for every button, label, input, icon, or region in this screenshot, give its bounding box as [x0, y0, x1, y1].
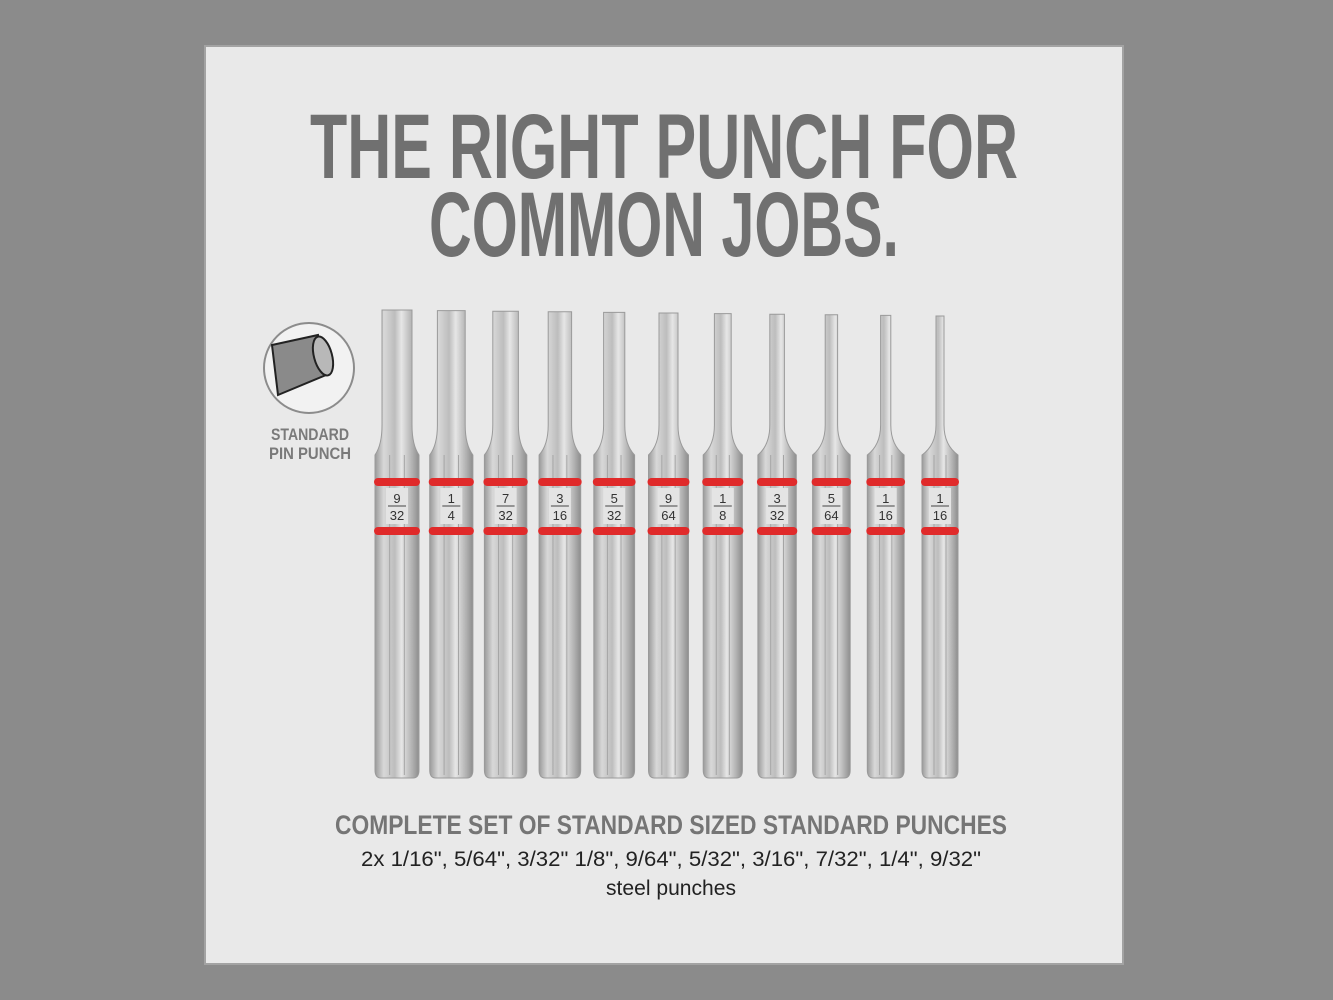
punch-5-64: 564: [811, 314, 852, 779]
headline-line2: COMMON JOBS.: [429, 174, 899, 276]
size-denominator: 32: [498, 508, 512, 523]
red-ring: [647, 527, 690, 535]
size-denominator: 64: [661, 508, 675, 523]
size-numerator: 5: [828, 491, 835, 506]
punch-body: [921, 315, 959, 779]
punch-1-4: 14: [428, 310, 474, 779]
punch-body: [593, 311, 636, 779]
red-ring: [538, 527, 582, 535]
punch-9-32: 932: [374, 309, 420, 779]
red-ring: [483, 478, 528, 486]
red-ring: [866, 478, 906, 486]
headline-line1: THE RIGHT PUNCH FOR: [310, 96, 1018, 198]
size-numerator: 9: [665, 491, 672, 506]
punch-1-16: 116: [866, 314, 906, 779]
size-denominator: 32: [390, 508, 404, 523]
caption-title: COMPLETE SET OF STANDARD SIZED STANDARD …: [335, 810, 1007, 840]
size-numerator: 1: [936, 491, 943, 506]
punch-body: [429, 310, 474, 779]
size-denominator: 4: [448, 508, 455, 523]
size-numerator: 7: [502, 491, 509, 506]
size-denominator: 8: [719, 508, 726, 523]
size-numerator: 1: [719, 491, 726, 506]
punch-body: [648, 312, 689, 779]
inset-label-line2: PIN PUNCH: [269, 444, 351, 463]
red-ring: [374, 478, 420, 486]
punch-body: [374, 309, 420, 779]
caption-material: steel punches: [606, 877, 736, 900]
red-ring: [811, 478, 852, 486]
red-ring: [756, 527, 798, 535]
punch-body: [538, 311, 582, 779]
red-ring: [483, 527, 528, 535]
red-ring: [921, 478, 959, 486]
punch-3-16: 316: [538, 311, 582, 779]
punch-body: [866, 314, 905, 779]
caption-sizes: 2x 1/16", 5/64", 3/32" 1/8", 9/64", 5/32…: [361, 848, 981, 871]
red-ring: [756, 478, 798, 486]
punch-5-32: 532: [592, 311, 636, 779]
punch-7-32: 732: [483, 310, 528, 779]
size-numerator: 1: [882, 491, 889, 506]
punch-3-32: 332: [756, 313, 798, 779]
size-denominator: 16: [933, 508, 947, 523]
size-numerator: 1: [448, 491, 455, 506]
size-denominator: 64: [824, 508, 838, 523]
red-ring: [702, 527, 744, 535]
punch-body: [757, 313, 797, 779]
red-ring: [647, 478, 690, 486]
red-ring: [866, 527, 906, 535]
red-ring: [374, 527, 420, 535]
size-denominator: 16: [878, 508, 892, 523]
punch-body: [812, 314, 851, 779]
punch-body: [702, 313, 743, 779]
size-denominator: 16: [553, 508, 567, 523]
inset-label-line1: STANDARD: [271, 425, 349, 444]
red-ring: [592, 527, 636, 535]
size-denominator: 32: [607, 508, 621, 523]
red-ring: [428, 478, 474, 486]
pin-punch-tip-icon: [263, 322, 355, 414]
punch-body: [483, 310, 528, 779]
size-numerator: 9: [393, 491, 400, 506]
punch-1-8: 18: [702, 313, 744, 779]
red-ring: [702, 478, 744, 486]
punch-9-64: 964: [647, 312, 690, 779]
size-numerator: 3: [773, 491, 780, 506]
punch-1-16: 116: [921, 315, 959, 779]
red-ring: [592, 478, 636, 486]
red-ring: [811, 527, 852, 535]
size-numerator: 5: [611, 491, 618, 506]
size-numerator: 3: [556, 491, 563, 506]
red-ring: [538, 478, 582, 486]
red-ring: [921, 527, 959, 535]
size-denominator: 32: [770, 508, 784, 523]
red-ring: [428, 527, 474, 535]
